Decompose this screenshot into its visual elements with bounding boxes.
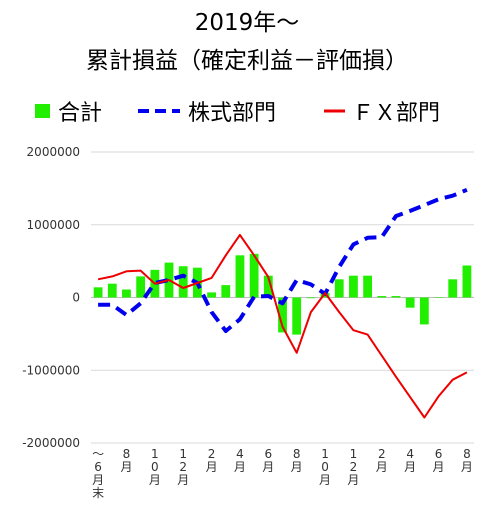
bar-total bbox=[249, 253, 259, 298]
series-lines bbox=[97, 187, 468, 419]
y-tick-label: 1000000 bbox=[27, 218, 80, 232]
bar-total bbox=[107, 283, 117, 298]
legend-label-stocks: 株式部門 bbox=[188, 101, 276, 126]
bar-total bbox=[93, 287, 103, 298]
bar-total bbox=[122, 289, 131, 298]
x-axis: ～ 6 月末 8 月 1 0 月 1 2 月 2 月 4 月 6 月 8 月 1 0 月 1 2 月 2 月 4 月 6 月 8 月 bbox=[92, 447, 473, 500]
bar-total bbox=[405, 297, 415, 308]
bar-total bbox=[419, 297, 429, 325]
bar-total bbox=[136, 276, 146, 298]
bars-total bbox=[93, 253, 472, 335]
bar-total bbox=[448, 279, 458, 298]
bar-total bbox=[306, 297, 316, 299]
bar-total bbox=[434, 297, 443, 298]
bar-total bbox=[263, 275, 273, 298]
bar-total bbox=[221, 285, 231, 298]
chart-title-line-2: 累計損益（確定利益－評価損） bbox=[86, 48, 408, 74]
y-tick-label: -1000000 bbox=[22, 363, 80, 377]
bar-total bbox=[377, 296, 387, 298]
legend-label-total: 合計 bbox=[58, 101, 102, 126]
y-tick-label: -2000000 bbox=[22, 436, 80, 450]
chart-title: 2019年～ 累計損益（確定利益－評価損） bbox=[86, 10, 408, 74]
bar-total bbox=[178, 266, 188, 298]
bar-total bbox=[391, 296, 401, 298]
bar-total bbox=[278, 297, 287, 333]
bar-total bbox=[462, 265, 472, 298]
x-tick-label: ～ 6 月末 bbox=[92, 447, 104, 500]
series-line-fx bbox=[97, 233, 468, 419]
chart-title-line-1: 2019年～ bbox=[195, 10, 300, 36]
bar-total bbox=[363, 275, 373, 298]
legend: 合計 株式部門 ＦＸ部門 bbox=[35, 101, 440, 126]
y-tick-label: 2000000 bbox=[27, 145, 80, 159]
legend-swatch-total bbox=[35, 104, 50, 118]
bar-total bbox=[292, 297, 302, 335]
bar-total bbox=[349, 275, 358, 298]
bar-total bbox=[334, 279, 344, 298]
legend-label-fx: ＦＸ部門 bbox=[352, 101, 440, 126]
y-axis: 2000000 1000000 0 -1000000 -2000000 bbox=[22, 145, 80, 450]
bar-total bbox=[207, 292, 216, 298]
y-tick-label: 0 bbox=[72, 291, 80, 305]
bar-total bbox=[235, 255, 245, 298]
